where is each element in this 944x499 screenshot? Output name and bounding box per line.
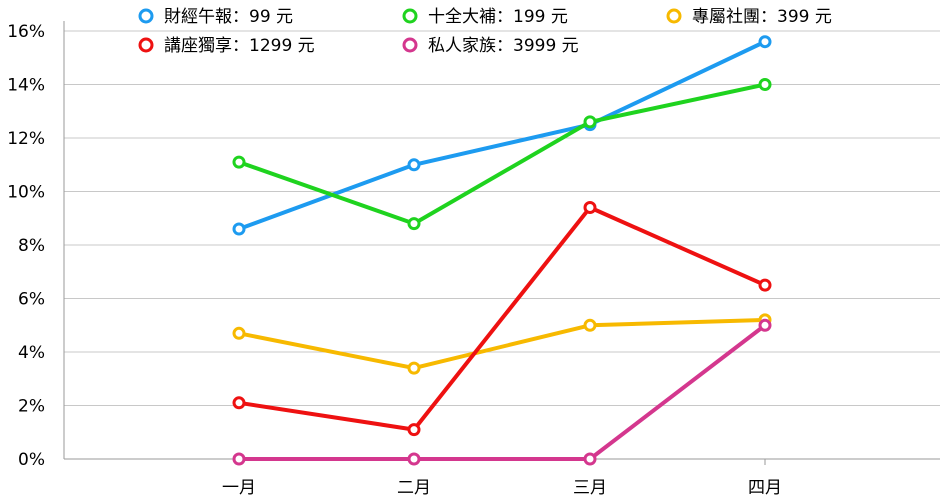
- data-point: [583, 201, 597, 214]
- data-point: [407, 217, 421, 231]
- legend-marker: [138, 8, 154, 24]
- legend-item: 專屬社團：399 元: [666, 7, 832, 27]
- y-tick-label: 8%: [18, 236, 45, 256]
- y-axis-tick-labels: 0% 2% 4% 6% 8% 10% 12% 14% 16%: [7, 22, 45, 470]
- data-point: [583, 452, 597, 466]
- data-point: [758, 78, 772, 91]
- data-point: [758, 35, 772, 49]
- legend-label: 十全大補：199 元: [428, 7, 568, 27]
- legend-label: 講座獨享：1299 元: [164, 36, 315, 56]
- series-line: [238, 82, 766, 226]
- series-3: [232, 201, 772, 437]
- legend-label: 財經午報：99 元: [164, 7, 293, 27]
- x-tick-label: 四月: [748, 478, 782, 498]
- legend-marker: [138, 37, 154, 53]
- legend-item: 十全大補：199 元: [402, 7, 568, 27]
- x-tick-label: 一月: [222, 478, 256, 498]
- data-point: [407, 452, 421, 466]
- y-tick-label: 10%: [7, 183, 45, 203]
- series-lines: [232, 35, 772, 466]
- data-point: [758, 278, 772, 292]
- series-line: [238, 39, 766, 231]
- x-tick-label: 二月: [397, 478, 431, 498]
- data-point: [232, 396, 246, 410]
- axes: [63, 21, 940, 465]
- series-0: [232, 35, 772, 236]
- data-point: [232, 326, 246, 340]
- series-1: [232, 78, 772, 231]
- data-point: [232, 222, 246, 236]
- y-tick-label: 16%: [7, 22, 45, 42]
- data-point: [232, 452, 246, 466]
- data-point: [407, 361, 421, 375]
- y-tick-label: 6%: [18, 290, 45, 310]
- data-point: [758, 318, 772, 332]
- y-tick-label: 2%: [18, 397, 45, 417]
- y-tick-label: 4%: [18, 343, 45, 363]
- series-line: [238, 317, 766, 371]
- series-line: [238, 205, 766, 432]
- data-point: [407, 423, 421, 437]
- data-point: [583, 318, 597, 332]
- x-axis-tick-labels: 一月 二月 三月 四月: [222, 478, 782, 498]
- y-tick-label: 14%: [7, 76, 45, 96]
- legend-marker: [402, 8, 418, 24]
- x-tick-label: 三月: [573, 478, 607, 498]
- legend-item: 私人家族：3999 元: [402, 36, 579, 56]
- series-4: [232, 318, 772, 466]
- gridlines: [64, 30, 940, 406]
- data-point: [583, 115, 597, 129]
- legend-label: 專屬社團：399 元: [692, 7, 832, 27]
- legend-marker: [402, 37, 418, 53]
- y-tick-label: 0%: [18, 450, 45, 470]
- data-point: [232, 155, 246, 169]
- legend-marker: [666, 8, 682, 24]
- legend-item: 講座獨享：1299 元: [138, 36, 315, 56]
- data-point: [407, 158, 421, 172]
- y-tick-label: 12%: [7, 129, 45, 149]
- legend-label: 私人家族：3999 元: [428, 36, 579, 56]
- series-line: [239, 323, 767, 461]
- legend-item: 財經午報：99 元: [138, 7, 293, 27]
- series-2: [232, 313, 772, 375]
